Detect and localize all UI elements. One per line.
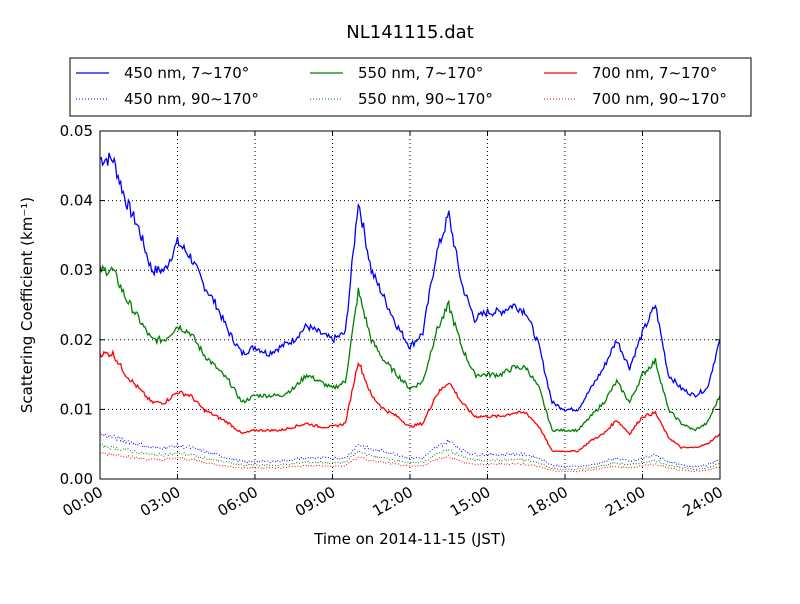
y-tick-label: 0.01 [60,400,93,418]
legend-label: 700 nm, 90∼170° [592,90,727,108]
legend-label: 450 nm, 7∼170° [124,64,249,82]
y-tick-label: 0.04 [60,192,93,210]
legend-label: 550 nm, 7∼170° [358,64,483,82]
x-axis-label: Time on 2014-11-15 (JST) [313,530,506,548]
y-axis-label: Scattering Coefficient (km⁻¹) [18,197,36,413]
series-line-3 [99,432,721,468]
y-tick-label: 0.05 [60,122,93,140]
y-tick-label: 0.03 [60,261,93,279]
legend: 450 nm, 7∼170° 550 nm, 7∼170° 700 nm, 7∼17… [69,57,752,117]
y-tick-label: 0.00 [60,470,93,488]
legend-label: 450 nm, 90∼170° [124,90,259,108]
y-tick-label: 0.02 [60,331,93,349]
legend-box [69,57,752,117]
series-line-2 [99,349,721,453]
legend-label: 550 nm, 90∼170° [358,90,493,108]
chart-title: NL141115.dat [346,22,473,43]
legend-label: 700 nm, 7∼170° [592,64,717,82]
series-line-1 [99,264,721,433]
series-line-0 [99,152,721,412]
series-lines [99,152,721,473]
